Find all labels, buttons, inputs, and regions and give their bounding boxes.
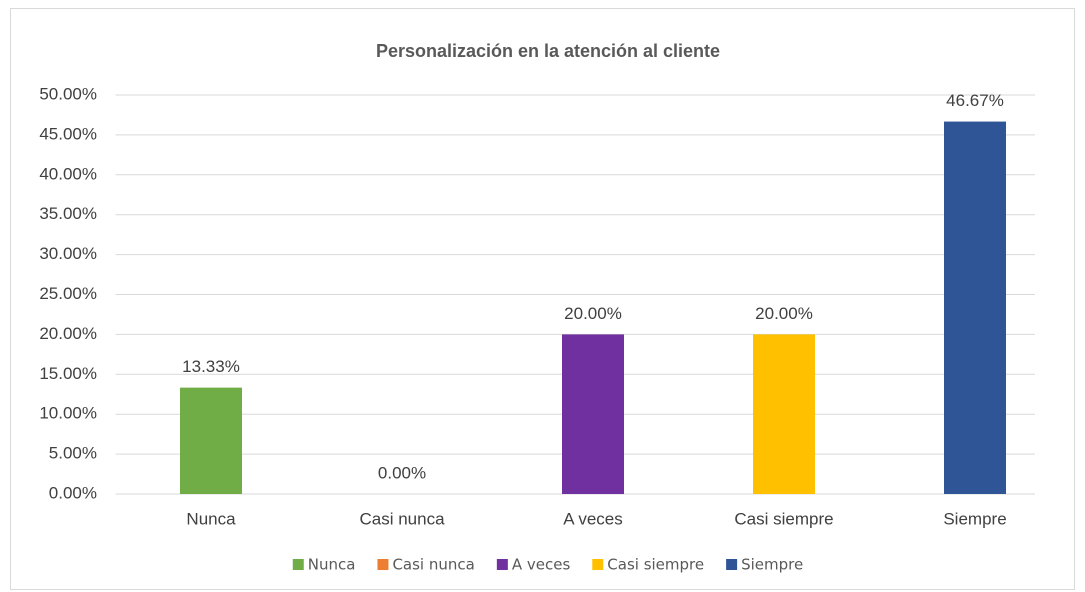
x-tick-label: A veces xyxy=(563,509,623,528)
legend-label: A veces xyxy=(512,556,571,574)
data-label: 20.00% xyxy=(755,304,813,323)
x-tick-label: Casi nunca xyxy=(359,509,445,528)
y-tick-label: 40.00% xyxy=(39,164,97,183)
data-label: 13.33% xyxy=(182,357,240,376)
legend-label: Casi siempre xyxy=(607,556,704,574)
y-tick-label: 20.00% xyxy=(39,324,97,343)
data-label: 46.67% xyxy=(946,91,1004,110)
legend-swatch xyxy=(292,559,304,570)
legend-label: Siempre xyxy=(741,556,803,574)
legend-label: Casi nunca xyxy=(392,556,474,574)
y-tick-label: 15.00% xyxy=(39,364,97,383)
data-label: 20.00% xyxy=(564,304,622,323)
y-tick-label: 5.00% xyxy=(49,444,97,463)
bar xyxy=(562,334,624,494)
data-label: 0.00% xyxy=(378,463,426,482)
y-tick-label: 50.00% xyxy=(39,84,97,103)
x-tick-label: Nunca xyxy=(186,509,236,528)
chart-frame xyxy=(10,8,1075,590)
bar xyxy=(180,387,242,494)
legend-swatch xyxy=(377,559,389,570)
bar xyxy=(944,121,1006,495)
y-tick-label: 30.00% xyxy=(39,244,97,263)
y-tick-label: 35.00% xyxy=(39,204,97,223)
y-tick-label: 45.00% xyxy=(39,124,97,143)
y-tick-label: 0.00% xyxy=(49,483,97,502)
legend-swatch xyxy=(726,559,738,570)
y-tick-label: 10.00% xyxy=(39,404,97,423)
chart-title: Personalización en la atención al client… xyxy=(376,41,720,61)
legend-swatch xyxy=(592,559,604,570)
bar xyxy=(753,334,815,494)
y-tick-label: 25.00% xyxy=(39,284,97,303)
x-tick-label: Siempre xyxy=(943,509,1006,528)
legend-label: Nunca xyxy=(308,556,356,574)
x-tick-label: Casi siempre xyxy=(734,509,833,528)
legend-swatch xyxy=(496,559,508,570)
